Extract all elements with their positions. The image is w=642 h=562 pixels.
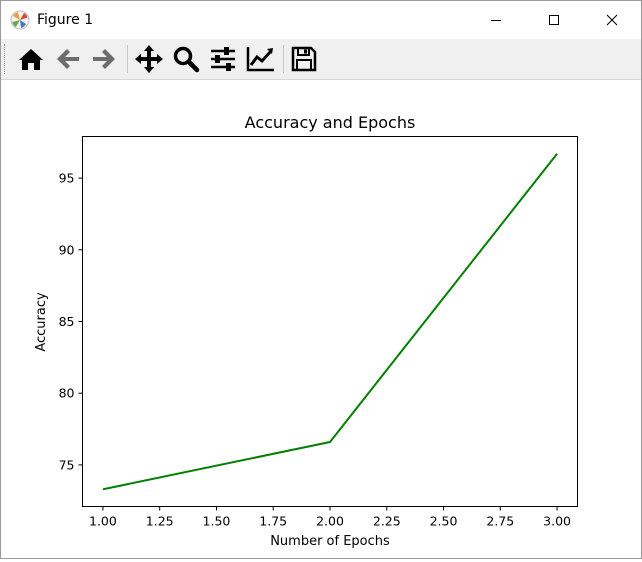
- back-arrow-icon: [57, 49, 79, 69]
- minimize-icon: [491, 20, 501, 21]
- toolbar-grip[interactable]: [4, 44, 8, 74]
- y-tick-label: 95: [59, 171, 75, 186]
- y-tick-label: 90: [59, 242, 75, 257]
- series-line: [102, 153, 558, 491]
- x-tick-label: 2.75: [486, 514, 514, 529]
- pan-button[interactable]: [132, 42, 166, 76]
- forward-button[interactable]: [87, 42, 121, 76]
- title-bar[interactable]: Figure 1: [1, 1, 641, 39]
- x-tick-label: 2.25: [373, 514, 401, 529]
- window-title: Figure 1: [37, 12, 94, 28]
- close-button[interactable]: [583, 1, 641, 39]
- x-tick-label: 1.25: [146, 514, 174, 529]
- save-icon: [291, 46, 317, 72]
- save-button[interactable]: [287, 42, 321, 76]
- edit-axis-button[interactable]: [243, 42, 277, 76]
- toolbar-separator: [127, 45, 128, 73]
- x-axis-label: Number of Epochs: [270, 534, 390, 549]
- back-button[interactable]: [51, 42, 85, 76]
- minimize-button[interactable]: [467, 1, 525, 39]
- toolbar-separator: [283, 45, 284, 73]
- x-tick-label: 2.00: [316, 514, 344, 529]
- chart-title: Accuracy and Epochs: [245, 113, 416, 132]
- x-tick-label: 1.00: [89, 514, 117, 529]
- y-tick-label: 75: [59, 457, 75, 472]
- figure-canvas[interactable]: Accuracy and Epochs Number of Epochs Acc…: [1, 80, 641, 558]
- y-axis-label: Accuracy: [34, 292, 49, 352]
- y-tick-label: 80: [59, 386, 75, 401]
- pan-icon: [135, 45, 163, 73]
- x-tick-label: 3.00: [543, 514, 571, 529]
- forward-arrow-icon: [93, 49, 115, 69]
- maximize-button[interactable]: [525, 1, 583, 39]
- home-button[interactable]: [14, 42, 48, 76]
- chart-series: [102, 153, 558, 491]
- navigation-toolbar: [1, 39, 641, 80]
- edit-axis-icon: [246, 47, 274, 72]
- zoom-icon: [173, 46, 200, 73]
- subplots-config-icon: [211, 47, 235, 71]
- line-chart: Accuracy and Epochs Number of Epochs Acc…: [34, 113, 578, 549]
- home-icon: [19, 49, 43, 70]
- zoom-button[interactable]: [169, 42, 203, 76]
- x-tick-label: 2.50: [430, 514, 458, 529]
- axis-ticks: 1.00 1.25 1.50 1.75 2.00 2.25 2.50 2.75 3.00 75 80…: [59, 171, 571, 529]
- x-tick-label: 1.75: [259, 514, 287, 529]
- y-tick-label: 85: [59, 314, 75, 329]
- close-icon: [606, 14, 618, 26]
- matplotlib-app-icon: [10, 10, 30, 30]
- axes-frame: [82, 136, 578, 507]
- x-tick-label: 1.50: [203, 514, 231, 529]
- subplots-button[interactable]: [206, 42, 240, 76]
- maximize-icon: [549, 15, 559, 25]
